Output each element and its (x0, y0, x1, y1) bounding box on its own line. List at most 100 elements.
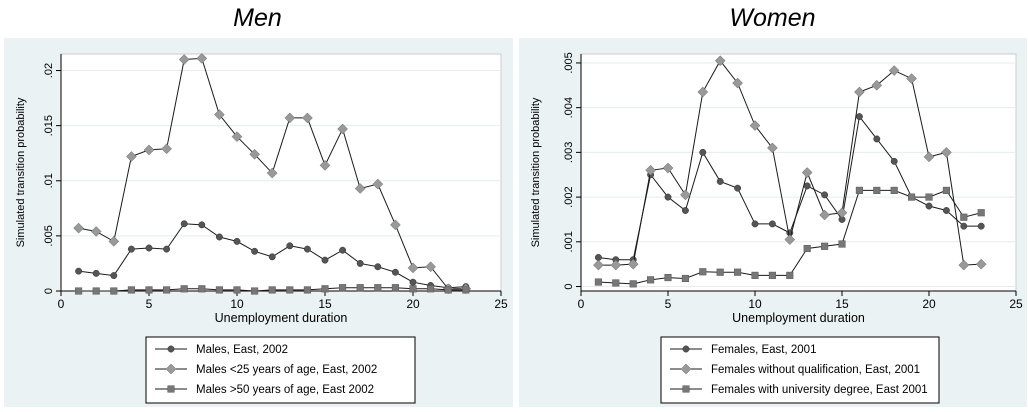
y-tick-label: .01 (43, 173, 55, 188)
data-point (627, 258, 639, 270)
x-tick-label: 15 (835, 297, 849, 311)
data-point (803, 182, 811, 190)
plot-area (580, 53, 1017, 292)
data-point (768, 220, 776, 228)
data-point (110, 272, 118, 280)
data-point (268, 253, 276, 261)
data-point (198, 221, 206, 229)
data-point (873, 186, 881, 194)
data-point (302, 112, 313, 124)
series-3 (594, 186, 985, 288)
data-point (231, 131, 243, 143)
data-point (942, 186, 950, 194)
data-point (145, 286, 153, 294)
x-tick-label: 15 (318, 297, 332, 311)
x-tick-label: 5 (146, 297, 153, 311)
data-point (321, 285, 329, 293)
x-tick-label: 20 (922, 297, 936, 311)
legend: Males, East, 2002 Males <25 years of age,… (145, 336, 416, 404)
data-point (303, 286, 311, 294)
x-tick-label: 0 (578, 297, 585, 311)
data-point (960, 222, 968, 230)
data-point (699, 268, 707, 276)
data-point (594, 278, 602, 286)
y-tick-label: .004 (563, 97, 575, 118)
data-point (249, 148, 260, 160)
legend: Females, East, 2001 Females without quali… (660, 336, 940, 404)
legend-item: Females without qualification, East, 200… (670, 363, 920, 376)
data-point (749, 120, 761, 131)
data-point (801, 167, 813, 178)
data-point (734, 268, 742, 276)
data-point (855, 186, 863, 194)
data-point (390, 219, 401, 231)
data-point (664, 193, 672, 201)
data-point (178, 54, 190, 65)
data-point (594, 254, 602, 261)
data-point (784, 234, 796, 245)
legend-marker (682, 385, 690, 393)
data-point (960, 213, 968, 221)
x-axis-title: Unemployment duration (215, 311, 348, 325)
data-point (819, 209, 830, 221)
x-tick-label: 10 (230, 297, 244, 311)
legend-item: Males <25 years of age, East, 2002 (155, 363, 377, 376)
data-point (427, 285, 435, 293)
data-point (836, 207, 848, 219)
y-tick-label: 0 (43, 288, 55, 294)
legend-item: Females, East, 2001 (670, 344, 816, 356)
data-point (73, 222, 84, 234)
data-point (716, 268, 724, 276)
men-chart-panel: 0 .005 .01 .015 .02 0 5 10 15 20 25 Unemployment du… (4, 38, 513, 407)
y-tick-label: .001 (563, 231, 575, 252)
data-point (145, 244, 153, 252)
data-point (126, 151, 137, 162)
data-point (681, 207, 689, 214)
data-point (374, 263, 382, 271)
data-point (803, 244, 811, 253)
data-point (161, 143, 172, 155)
data-point (354, 183, 366, 194)
data-point (977, 222, 985, 230)
data-point (767, 142, 778, 154)
data-point (786, 271, 794, 279)
data-point (180, 220, 188, 228)
data-point (214, 109, 225, 120)
data-point (356, 284, 364, 292)
data-point (734, 184, 742, 192)
data-point (198, 285, 206, 293)
data-point (251, 287, 259, 295)
data-point (925, 202, 933, 210)
data-point (645, 164, 656, 176)
data-point (127, 286, 135, 294)
data-point (409, 278, 417, 286)
data-point (286, 286, 294, 294)
legend-label: Females without qualification, East, 200… (711, 364, 920, 376)
data-point (855, 113, 863, 121)
data-point (462, 286, 470, 294)
data-point (409, 285, 417, 293)
data-point (942, 207, 950, 214)
data-point (716, 177, 724, 185)
data-point (890, 186, 898, 194)
data-point (143, 144, 155, 156)
data-point (215, 286, 223, 294)
x-tick-label: 20 (406, 297, 420, 311)
legend-box (145, 336, 416, 404)
women-chart-panel: 0 .001 .002 .003 .004 .005 0 5 10 15 20 25 Unemploym… (519, 38, 1027, 407)
y-axis-title: Simulated transition probability (530, 97, 542, 247)
data-point (251, 247, 259, 255)
data-point (854, 86, 865, 98)
data-point (593, 259, 604, 271)
data-point (321, 256, 329, 264)
data-point (92, 287, 100, 295)
data-point (356, 259, 364, 267)
x-tick-label: 5 (665, 297, 672, 311)
data-point (714, 55, 726, 67)
data-point (925, 193, 933, 201)
data-point (662, 162, 674, 174)
data-point (75, 267, 83, 275)
data-point (75, 287, 83, 295)
y-tick-label: .002 (563, 186, 575, 207)
men-chart: 0 .005 .01 .015 .02 0 5 10 15 20 25 Unemployment du… (15, 53, 508, 404)
